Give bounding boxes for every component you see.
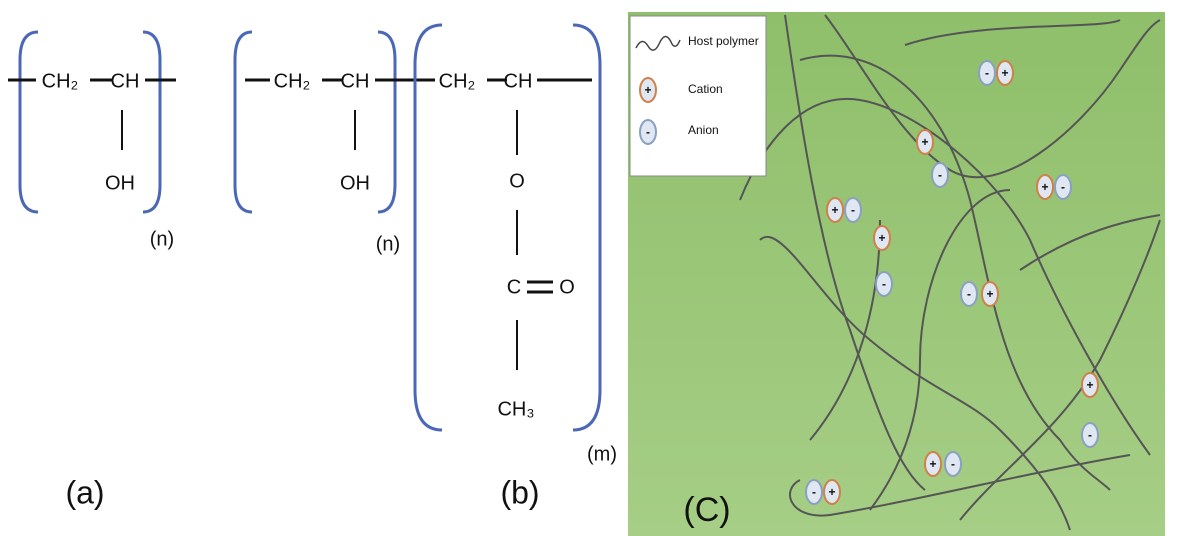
oxygen: O (509, 170, 525, 192)
bracket (378, 32, 395, 212)
panel-b: CH₂ CH OH (n) CH₂ CH O C O CH₃ (m) (b) (235, 25, 617, 510)
oh: OH (340, 172, 370, 194)
legend-label: Cation (688, 82, 723, 96)
oh: OH (105, 172, 135, 194)
ion-sign: - (851, 203, 855, 217)
ch2: CH₂ (439, 70, 476, 92)
ch2: CH₂ (274, 70, 311, 92)
ion-sign: + (986, 287, 993, 301)
ion-sign: - (938, 168, 942, 182)
ion-sign: + (1041, 180, 1048, 194)
ion-sign: + (1086, 378, 1093, 392)
figure: CH₂ CH OH (n) (a) CH₂ CH OH (n) CH₂ CH O… (0, 0, 1177, 536)
ion-sign: - (646, 125, 650, 139)
ion-sign: - (1088, 428, 1092, 442)
ion-sign: - (882, 277, 886, 291)
panel-c: Host polymer Cation Anion (C) +--++-+-+-… (628, 12, 1165, 536)
ion-sign: + (831, 203, 838, 217)
ch2: CH₂ (42, 70, 79, 92)
ion-sign: - (812, 485, 816, 499)
panel-a: CH₂ CH OH (n) (a) (8, 32, 176, 510)
ion-sign: - (967, 287, 971, 301)
panel-label: (b) (500, 474, 539, 510)
bracket (235, 32, 252, 212)
ion-sign: - (1061, 180, 1065, 194)
ch3: CH₃ (497, 398, 534, 420)
panel-label: (C) (683, 491, 730, 529)
bracket (20, 32, 38, 212)
ion-sign: + (929, 457, 936, 471)
carbon: C (507, 276, 521, 298)
ch: CH (504, 70, 533, 92)
carbonyl-oxygen: O (559, 276, 575, 298)
ion-sign: - (985, 66, 989, 80)
legend-label: Anion (688, 123, 719, 137)
ch: CH (341, 70, 370, 92)
bracket (573, 25, 600, 430)
ion-sign: + (644, 83, 651, 97)
ion-sign: + (828, 485, 835, 499)
panel-label: (a) (65, 474, 104, 510)
ion-sign: + (1001, 66, 1008, 80)
repeat: (n) (150, 228, 174, 250)
bracket (143, 32, 160, 212)
repeat: (n) (376, 233, 400, 255)
ion-sign: + (921, 135, 928, 149)
ion-sign: + (878, 231, 885, 245)
legend-label: Host polymer (688, 34, 759, 48)
repeat: (m) (587, 443, 617, 465)
ion-sign: - (951, 457, 955, 471)
ch: CH (111, 70, 140, 92)
